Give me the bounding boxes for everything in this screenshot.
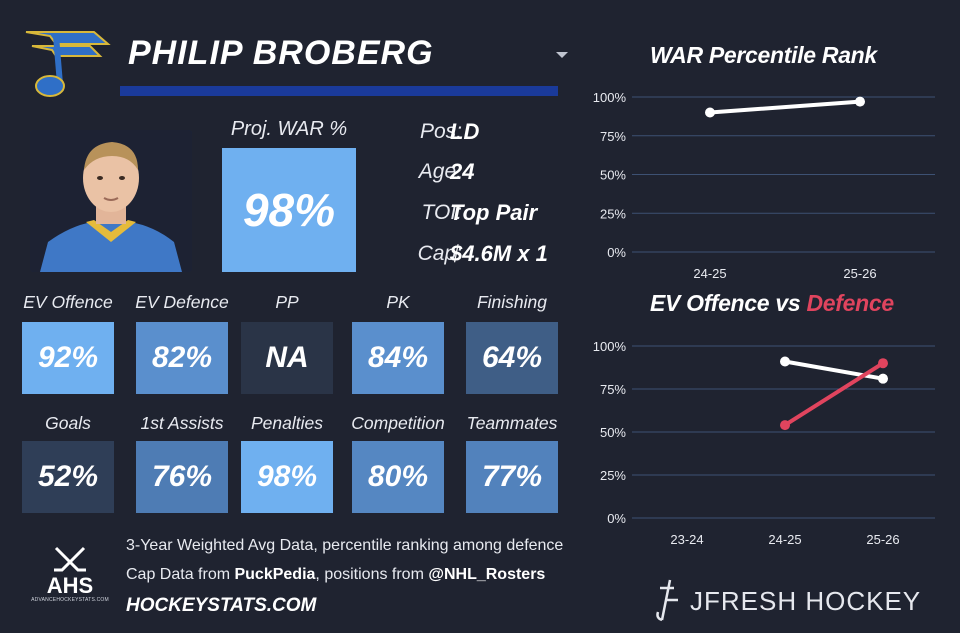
tile-label-ev-defence: EV Defence bbox=[135, 292, 229, 312]
chart-1-xtick-label: 25-26 bbox=[843, 266, 876, 281]
chart-2-title-highlight: Defence bbox=[806, 290, 894, 316]
chart-1-ytick-label: 50% bbox=[600, 168, 626, 183]
chart-2-series-point-1 bbox=[780, 420, 790, 431]
chart-2-ytick-label: 75% bbox=[600, 382, 626, 397]
tile-penalties: 98% bbox=[241, 441, 333, 513]
tile-label-1st-assists: 1st Assists bbox=[140, 413, 224, 433]
chart-1-title: WAR Percentile Rank bbox=[650, 42, 877, 68]
footer-line-2-mid: , positions from bbox=[315, 566, 429, 583]
proj-war-label: Proj. WAR % bbox=[230, 118, 348, 140]
footer-line-2: Cap Data from PuckPedia, positions from … bbox=[126, 566, 545, 584]
tile-label-competition: Competition bbox=[351, 413, 445, 433]
tile-ev-offence: 92% bbox=[22, 322, 114, 394]
chart-1-xtick-label: 24-25 bbox=[693, 266, 726, 281]
chart-2-title-prefix: EV Offence vs bbox=[650, 290, 807, 316]
jfresh-brand: JFRESH HOCKEY bbox=[690, 586, 922, 616]
chart-2-title: EV Offence vs Defence bbox=[650, 290, 894, 317]
tile-ev-defence: 82% bbox=[136, 322, 228, 394]
chart-2-series-point-0 bbox=[780, 356, 790, 367]
chart-1-ytick-label: 100% bbox=[593, 90, 627, 105]
toi-label: TOI: bbox=[421, 201, 462, 224]
chart-1-ytick-label: 25% bbox=[600, 206, 626, 221]
chevron-down-icon[interactable] bbox=[556, 52, 568, 58]
name-underline bbox=[120, 86, 558, 96]
chart-2-xtick-label: 23-24 bbox=[670, 532, 703, 547]
footer-line-1: 3-Year Weighted Avg Data, percentile ran… bbox=[126, 537, 564, 554]
age-value: 24 bbox=[450, 159, 475, 184]
jfresh-logo-icon bbox=[656, 579, 678, 622]
ahs-logo-text: AHS bbox=[46, 573, 94, 598]
tile-1st-assists: 76% bbox=[136, 441, 228, 513]
chart-1-series-point-0 bbox=[855, 96, 865, 107]
tile-goals: 52% bbox=[22, 441, 114, 513]
footer-source-puckpedia[interactable]: PuckPedia bbox=[234, 566, 316, 583]
war-percentile-chart: 0% 25% 50% 75% 100% 24-25 25-26 bbox=[593, 90, 935, 281]
chart-1-series-line-0 bbox=[708, 99, 862, 115]
pos-value: LD bbox=[450, 119, 480, 144]
proj-war-value: 98% bbox=[222, 148, 356, 272]
tile-pp: NA bbox=[241, 322, 333, 394]
age-label: Age: bbox=[418, 160, 462, 183]
footer-source-nhl-rosters[interactable]: @NHL_Rosters bbox=[428, 566, 546, 583]
chart-2-series-line-0 bbox=[783, 359, 885, 381]
tile-label-teammates: Teammates bbox=[466, 413, 558, 433]
chart-2-series-point-0 bbox=[878, 373, 888, 384]
hockey-sticks-icon bbox=[54, 546, 86, 572]
chart-1-series-point-0 bbox=[705, 107, 715, 118]
tile-label-pp: PP bbox=[275, 292, 299, 312]
site-link[interactable]: HOCKEYSTATS.COM bbox=[126, 595, 317, 616]
tile-finishing: 64% bbox=[466, 322, 558, 394]
chart-1-ytick-label: 0% bbox=[607, 245, 626, 260]
chart-2-xtick-label: 25-26 bbox=[866, 532, 899, 547]
pos-label: Pos: bbox=[419, 120, 462, 143]
cap-value: $4.6M x 1 bbox=[450, 241, 548, 266]
tile-label-ev-offence: EV Offence bbox=[23, 292, 113, 312]
tile-competition: 80% bbox=[352, 441, 444, 513]
player-headshot bbox=[30, 130, 192, 272]
chart-2-series-point-1 bbox=[878, 358, 888, 369]
team-logo-icon bbox=[25, 31, 111, 97]
chart-2-xtick-label: 24-25 bbox=[768, 532, 801, 547]
cap-label: Cap: bbox=[417, 242, 462, 265]
tile-teammates: 77% bbox=[466, 441, 558, 513]
chart-2-ytick-label: 100% bbox=[593, 339, 627, 354]
ahs-logo: AHS ADVANCEHOCKEYSTATS.COM bbox=[30, 546, 110, 603]
tile-label-finishing: Finishing bbox=[476, 292, 548, 312]
tile-pk: 84% bbox=[352, 322, 444, 394]
ev-offence-defence-chart: 0% 25% 50% 75% 100% 23-24 24-25 25-26 bbox=[593, 339, 935, 547]
chart-2-ytick-label: 25% bbox=[600, 468, 626, 483]
chart-2-ytick-label: 0% bbox=[607, 511, 626, 526]
tile-label-pk: PK bbox=[386, 292, 410, 312]
tile-label-penalties: Penalties bbox=[251, 413, 323, 433]
player-name: PHILIP BROBERG bbox=[128, 34, 434, 72]
footer-line-2-prefix: Cap Data from bbox=[126, 566, 235, 583]
toi-value: Top Pair bbox=[450, 200, 538, 225]
chart-2-series-line-1 bbox=[783, 361, 885, 428]
chart-2-ytick-label: 50% bbox=[600, 425, 626, 440]
tile-label-goals: Goals bbox=[45, 413, 91, 433]
ahs-url: ADVANCEHOCKEYSTATS.COM bbox=[31, 597, 109, 603]
chart-1-ytick-label: 75% bbox=[600, 129, 626, 144]
